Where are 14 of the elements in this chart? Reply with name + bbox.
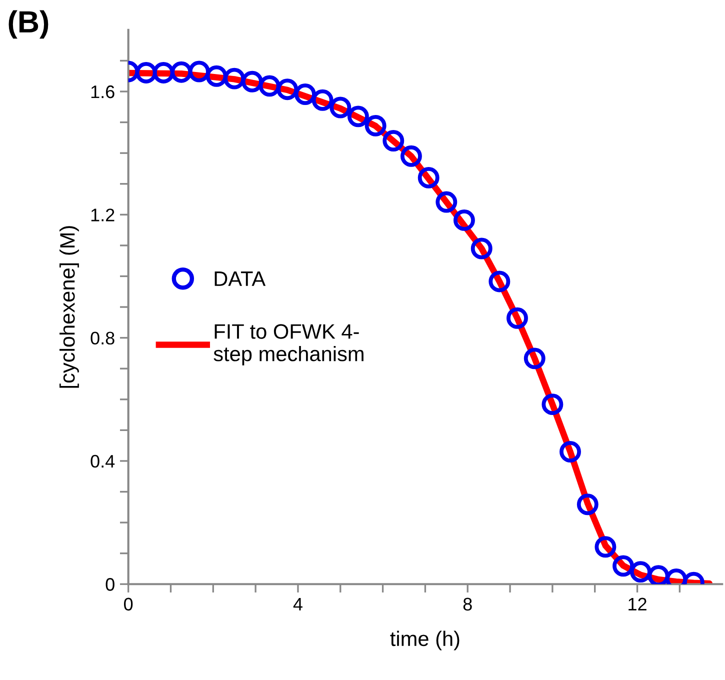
legend-label: DATA xyxy=(214,272,266,286)
x-axis-title: time (h) xyxy=(390,630,460,650)
y-tick-label: 1.6 xyxy=(91,85,114,98)
x-tick-label: 8 xyxy=(463,598,472,611)
y-tick-label: 0.4 xyxy=(90,454,115,468)
legend-label: FIT to OFWK 4- step mechanism xyxy=(214,324,364,366)
x-tick-label: 0 xyxy=(124,598,133,611)
x-tick-label: 12 xyxy=(628,598,646,610)
x-tick-label: 4 xyxy=(293,598,302,610)
y-tick-label: 1.2 xyxy=(91,208,114,222)
text: (B) xyxy=(8,10,48,39)
y-tick-label: 0.8 xyxy=(90,332,114,345)
y-axis-title: [cyclohexene] (M) xyxy=(60,226,79,388)
y-tick-label: 0 xyxy=(106,578,114,591)
